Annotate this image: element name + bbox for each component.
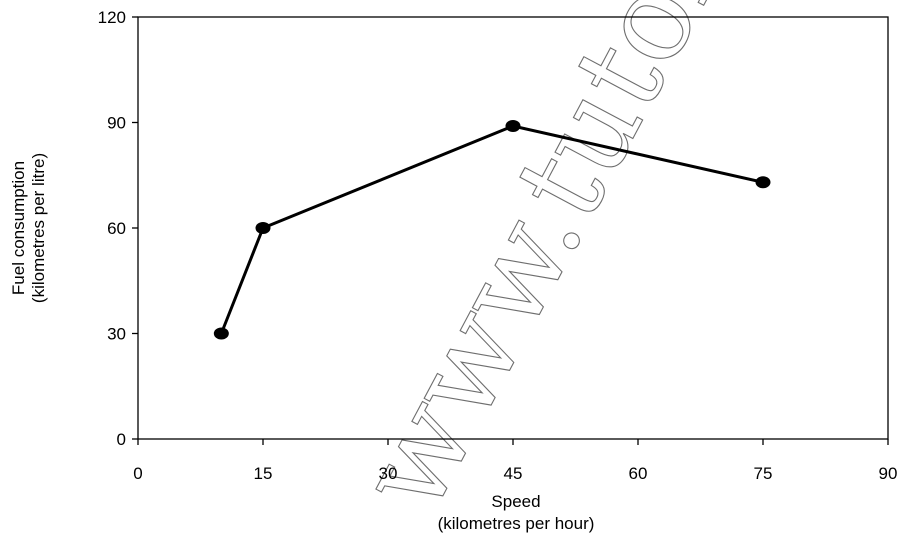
- y-axis-title-line2: (kilometres per litre): [29, 153, 48, 303]
- x-axis-title-line1: Speed: [491, 492, 540, 511]
- y-axis: 0 30 60 90 120: [98, 8, 138, 449]
- data-point: [213, 327, 229, 340]
- x-tick-label: 75: [754, 464, 773, 483]
- x-tick-label: 45: [504, 464, 523, 483]
- watermark-text: www.tutorial: [333, 0, 824, 534]
- x-axis-title-line2: (kilometres per hour): [438, 514, 595, 533]
- data-point: [255, 222, 271, 234]
- y-axis-title-line1: Fuel consumption: [9, 161, 28, 295]
- x-tick-label: 0: [133, 464, 142, 483]
- y-tick-label: 30: [107, 325, 126, 344]
- series-line: [219, 124, 764, 335]
- x-tick-label: 15: [254, 464, 273, 483]
- x-tick-label: 30: [379, 464, 398, 483]
- series-layer: [213, 120, 771, 340]
- x-tick-label: 60: [629, 464, 648, 483]
- x-tick-label: 90: [879, 464, 898, 483]
- data-point: [755, 176, 771, 189]
- y-tick-label: 120: [98, 8, 126, 27]
- watermark: www.tutorial: [332, 0, 824, 534]
- x-axis: 0 15 30 45 60 75 90: [133, 439, 897, 483]
- y-tick-label: 60: [107, 219, 126, 238]
- y-tick-label: 90: [107, 114, 126, 133]
- y-tick-label: 0: [117, 430, 126, 449]
- data-point: [505, 120, 521, 133]
